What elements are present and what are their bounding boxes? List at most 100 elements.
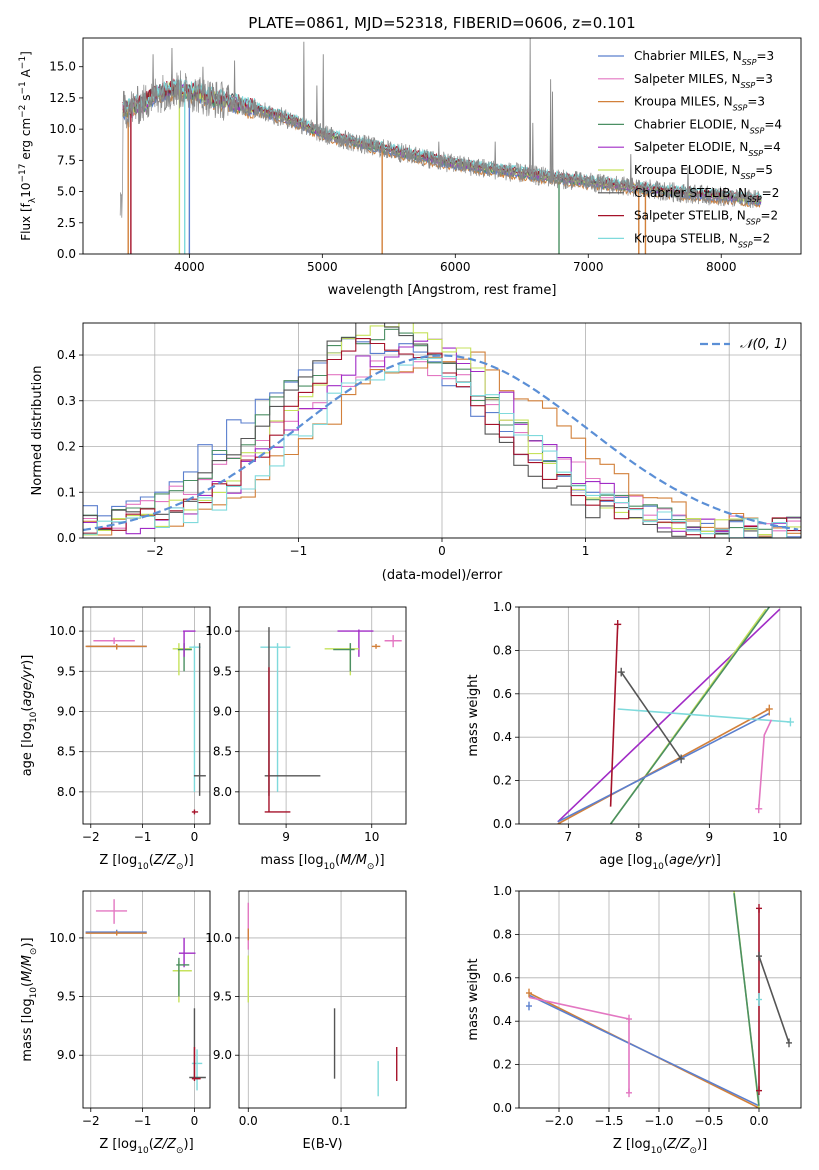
y-axis-label: Normed distribution [30,366,45,496]
y-tick-label: 8.0 [57,785,76,799]
legend-entry: Kroupa ELODIE, NSSP=5 [634,163,773,181]
emission-line [201,66,204,96]
panel-weight-vs-age: 7 8 9 10 0.0 0.2 0.4 0.6 0.8 1.0 age [log10(age/yr… [466,600,802,872]
x-tick-label: −2 [82,1114,100,1128]
emission-line [322,54,325,135]
y-tick-label: 2.5 [57,216,76,230]
legend-entry: Salpeter STELIB, NSSP=2 [634,209,778,227]
emission-line [687,166,689,194]
series-line [758,955,790,1044]
y-tick-label: 1.0 [493,884,512,898]
plot-area [119,38,762,254]
y-tick-label: 0.0 [57,531,76,545]
series-line [617,708,791,723]
plot-area [519,607,801,824]
x-tick-label: −1 [134,1114,152,1128]
x-tick-label: 0.0 [749,1114,768,1128]
y-tick-label: 9.5 [213,664,232,678]
emission-line [170,47,173,91]
y-tick-label: 0.0 [57,247,76,261]
emission-line [233,60,236,104]
plot-area [83,323,801,538]
y-tick-label: 0.8 [493,643,512,657]
emission-line [549,79,552,178]
axes-frame [82,37,802,255]
residual-histogram [83,323,801,538]
emission-line [529,38,532,175]
y-tick-label: 0.2 [57,440,76,454]
x-tick-label: −1 [134,830,152,844]
legend-entry: Kroupa STELIB, NSSP=2 [634,231,770,249]
y-tick-label: 7.5 [57,153,76,167]
plot-area [239,891,406,1108]
y-tick-label: 0.2 [493,1058,512,1072]
plot-area [83,607,210,824]
legend: 𝒩(0, 1) [700,337,787,352]
x-tick-label: 2 [725,544,733,558]
y-tick-label: 9.5 [57,664,76,678]
y-tick-label: 0.3 [57,394,76,408]
x-tick-label: 0.0 [239,1114,258,1128]
x-tick-label: 0.1 [332,1114,351,1128]
y-tick-label: 10.0 [49,931,76,945]
x-tick-label: 6000 [440,260,471,274]
x-tick-label: 8 [635,830,643,844]
plot-area [519,891,801,1108]
y-tick-label: 12.5 [49,91,76,105]
y-tick-label: 8.5 [213,745,232,759]
plot-area [239,607,406,824]
axes-frame [238,606,407,825]
legend-entry: Salpeter MILES, NSSP=3 [634,72,773,90]
y-tick-label: 0.1 [57,485,76,499]
emission-line [184,81,187,91]
x-tick-label: 10 [772,830,787,844]
y-tick-label: 8.0 [213,785,232,799]
x-axis-label: Z [log10(Z/Z⊙)] [613,1137,707,1156]
emission-line [629,154,632,188]
x-tick-label: 7 [565,830,573,844]
x-axis-label: Z [log10(Z/Z⊙)] [99,1137,193,1156]
x-axis-label: wavelength [Angstrom, rest frame] [328,283,557,298]
x-tick-label: 7000 [573,260,604,274]
y-tick-label: 0.0 [493,1101,512,1115]
y-axis-label: Flux [fλ10−17 erg cm−2 s−1 A−1] [18,51,38,241]
y-tick-label: 0.4 [57,348,76,362]
y-tick-label: 0.0 [493,817,512,831]
y-tick-label: 10.0 [205,931,232,945]
y-tick-label: 15.0 [49,60,76,74]
legend: Chabrier MILES, NSSP=3 Salpeter MILES, NS… [598,49,782,249]
x-tick-label: 8000 [706,260,737,274]
x-tick-label: −2 [146,544,164,558]
x-tick-label: 4000 [174,260,205,274]
x-tick-label: 0 [191,1114,199,1128]
y-tick-label: 9.0 [213,704,232,718]
x-tick-label: 9 [706,830,714,844]
series-line [557,708,770,824]
y-tick-label: 9.0 [213,1048,232,1062]
panel-residuals: −2 −1 0 1 2 0.0 0.1 0.2 0.3 0.4 (data-model)/error… [30,322,802,583]
x-tick-label: 0 [191,830,199,844]
legend-entry: Chabrier ELODIE, NSSP=4 [634,117,782,135]
panel-spectrum: 4000 5000 6000 7000 8000 0.0 2.5 5.0 7.5 10.0 12.5… [18,37,802,298]
series-line [609,624,619,807]
panel-age-vs-z: −2 −1 0 8.0 8.5 9.0 9.5 10.0 Z [log10(Z/Z⊙)] age … [20,606,211,872]
series-line [528,994,760,1107]
y-tick-label: 9.0 [57,704,76,718]
y-tick-label: 9.0 [57,1048,76,1062]
series-line [528,996,630,1093]
legend-entry: Salpeter ELODIE, NSSP=4 [634,140,781,158]
panel-mass-vs-ebv: 0.0 0.1 9.0 9.5 10.0 E(B-V) [205,890,407,1152]
y-axis-label: mass weight [466,958,481,1040]
y-tick-label: 0.8 [493,927,512,941]
legend-entry: Chabrier MILES, NSSP=3 [634,49,774,67]
series-line [620,671,682,760]
emission-line [531,122,534,176]
y-tick-label: 10.0 [49,624,76,638]
axes-frame [518,890,802,1109]
legend-entry: Kroupa MILES, NSSP=3 [634,95,765,113]
panel-age-vs-mass: 9 10 8.0 8.5 9.0 9.5 10.0 mass [log10(M/M⊙)] [205,606,407,872]
plot-area [83,891,210,1108]
figure-title: PLATE=0861, MJD=52318, FIBERID=0606, z=0… [248,14,635,32]
x-axis-label: age [log10(age/yr)] [599,853,721,872]
